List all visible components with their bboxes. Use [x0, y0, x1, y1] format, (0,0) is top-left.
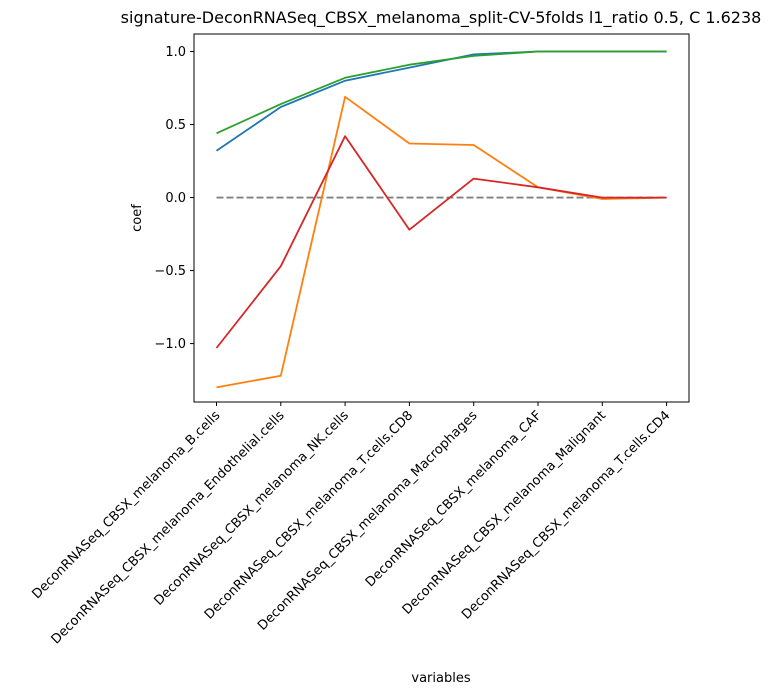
x-axis: DeconRNASeq_CBSX_melanoma_B.cellsDeconRN… [29, 402, 673, 647]
plot-series [215, 50, 667, 389]
y-tick-label: −0.5 [154, 264, 186, 279]
y-tick-label: 0.0 [165, 191, 186, 206]
series-line-2 [216, 95, 667, 389]
y-tick-label: −1.0 [154, 337, 186, 352]
x-tick-label: DeconRNASeq_CBSX_melanoma_Macrophages [255, 408, 481, 634]
x-axis-label: variables [411, 671, 470, 686]
series-line-4 [215, 135, 667, 349]
y-axis-label: coef [130, 204, 145, 232]
x-tick-label: DeconRNASeq_CBSX_melanoma_Endothelial.ce… [49, 408, 288, 647]
series-line-1 [215, 50, 667, 152]
plot-frame [193, 33, 690, 403]
y-tick-label: 0.5 [165, 118, 186, 133]
y-tick-label: 1.0 [165, 45, 186, 60]
y-axis: −1.0 −0.5 0.0 0.5 1.0 [154, 45, 194, 352]
series-line-3 [216, 50, 667, 135]
chart-title: signature-DeconRNASeq_CBSX_melanoma_spli… [121, 8, 762, 28]
